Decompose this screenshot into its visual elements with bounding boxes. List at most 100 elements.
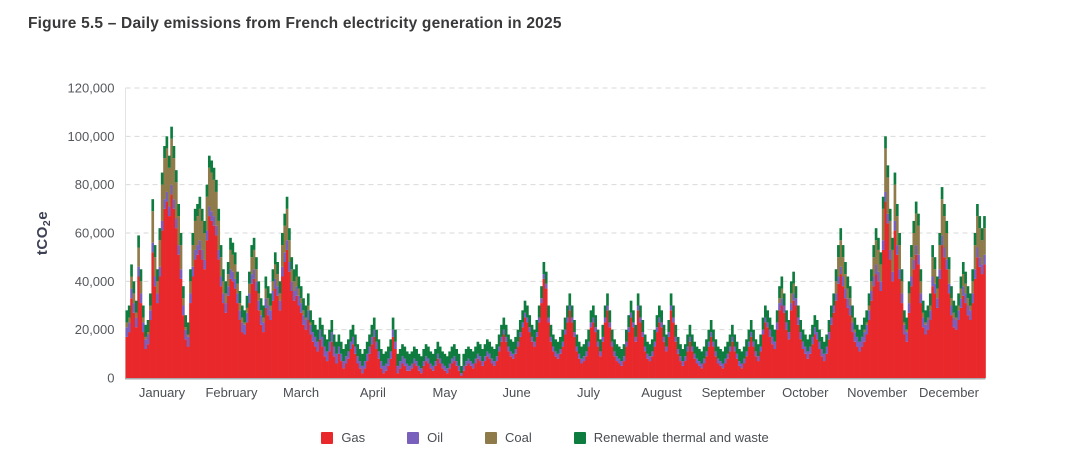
bar-segment bbox=[153, 245, 157, 258]
bar-segment bbox=[245, 312, 249, 323]
bar-segment bbox=[884, 148, 887, 192]
bar-segment bbox=[556, 341, 560, 354]
bar-segment bbox=[509, 339, 513, 352]
bar-segment bbox=[789, 303, 793, 311]
bar-segment bbox=[537, 322, 541, 378]
bar-segment bbox=[325, 361, 329, 378]
bar-segment bbox=[457, 353, 461, 366]
bar-segment bbox=[641, 336, 645, 378]
bar-segment bbox=[170, 184, 173, 195]
bar-segment bbox=[537, 305, 541, 318]
bar-segment bbox=[264, 307, 268, 378]
bar-segment bbox=[526, 317, 529, 323]
bar-segment bbox=[127, 317, 131, 323]
bar-segment bbox=[429, 368, 433, 378]
bar-segment bbox=[801, 349, 805, 378]
bar-segment bbox=[829, 317, 833, 325]
bar-segment bbox=[705, 339, 708, 352]
bar-segment bbox=[224, 281, 228, 294]
bar-segment bbox=[384, 363, 388, 371]
bar-segment bbox=[846, 276, 850, 289]
bar-segment bbox=[547, 305, 550, 318]
bar-segment bbox=[198, 249, 202, 378]
bar-segment bbox=[773, 329, 777, 342]
x-axis-month-label: June bbox=[502, 385, 530, 400]
bar-segment bbox=[808, 334, 812, 347]
bar-segment bbox=[134, 327, 138, 378]
bar-segment bbox=[163, 146, 166, 159]
bar-segment bbox=[394, 349, 397, 378]
bar-segment bbox=[377, 339, 381, 352]
bar-segment bbox=[313, 324, 317, 337]
bar-segment bbox=[639, 305, 642, 318]
bar-segment bbox=[862, 332, 866, 342]
bar-segment bbox=[163, 199, 166, 209]
bar-segment bbox=[599, 356, 602, 378]
bar-segment bbox=[566, 322, 569, 378]
bar-segment bbox=[434, 349, 437, 362]
legend-swatch-oil bbox=[407, 431, 420, 444]
bar-segment bbox=[290, 257, 294, 270]
bar-segment bbox=[573, 320, 576, 333]
bar-segment bbox=[877, 237, 880, 250]
bar-segment bbox=[191, 245, 195, 267]
bar-segment bbox=[441, 368, 444, 378]
bar-segment bbox=[806, 351, 810, 359]
bar-segment bbox=[936, 298, 939, 308]
bar-segment bbox=[683, 356, 687, 362]
bar-segment bbox=[983, 216, 986, 229]
bar-segment bbox=[690, 346, 694, 352]
bar-segment bbox=[186, 334, 190, 337]
bar-segment bbox=[648, 344, 652, 357]
bar-segment bbox=[248, 303, 251, 378]
bar-segment bbox=[577, 358, 581, 378]
bar-segment bbox=[980, 240, 984, 265]
bar-segment bbox=[243, 310, 246, 323]
bar-segment bbox=[460, 373, 463, 376]
bar-segment bbox=[226, 262, 230, 275]
bar-segment bbox=[130, 264, 133, 277]
bar-segment bbox=[740, 363, 744, 369]
bar-segment bbox=[709, 336, 713, 378]
bar-segment bbox=[775, 322, 779, 330]
bar-segment bbox=[969, 293, 972, 306]
bar-segment bbox=[278, 310, 282, 378]
bar-segment bbox=[410, 351, 414, 364]
bar-segment bbox=[622, 344, 626, 357]
bar-segment bbox=[933, 269, 937, 284]
bar-segment bbox=[215, 179, 218, 192]
bar-segment bbox=[226, 274, 230, 287]
bar-segment bbox=[702, 358, 706, 364]
bar-segment bbox=[681, 361, 685, 366]
bar-segment bbox=[601, 341, 605, 378]
bar-segment bbox=[778, 310, 781, 378]
bar-segment bbox=[829, 324, 833, 378]
bar-segment bbox=[134, 317, 138, 328]
bar-segment bbox=[474, 358, 477, 364]
bar-segment bbox=[264, 298, 268, 308]
bar-segment bbox=[387, 365, 390, 378]
bar-segment bbox=[273, 278, 277, 289]
bar-segment bbox=[502, 329, 506, 335]
bar-segment bbox=[297, 288, 301, 296]
bar-segment bbox=[502, 334, 506, 378]
bar-segment bbox=[943, 257, 946, 378]
bar-segment bbox=[721, 368, 725, 378]
bar-segment bbox=[728, 334, 732, 347]
bar-segment bbox=[544, 283, 548, 289]
bar-segment bbox=[773, 349, 777, 378]
bar-segment bbox=[726, 341, 729, 354]
bar-segment bbox=[278, 281, 282, 294]
bar-segment bbox=[193, 220, 197, 250]
bar-segment bbox=[368, 353, 371, 378]
bar-segment bbox=[158, 276, 162, 378]
bar-segment bbox=[295, 264, 298, 277]
bar-segment bbox=[521, 322, 524, 328]
bar-segment bbox=[907, 293, 911, 304]
bar-segment bbox=[653, 329, 656, 342]
bar-segment bbox=[738, 349, 741, 362]
bar-segment bbox=[372, 336, 376, 378]
bar-segment bbox=[646, 358, 649, 378]
bar-segment bbox=[926, 329, 930, 378]
bar-segment bbox=[952, 327, 956, 378]
